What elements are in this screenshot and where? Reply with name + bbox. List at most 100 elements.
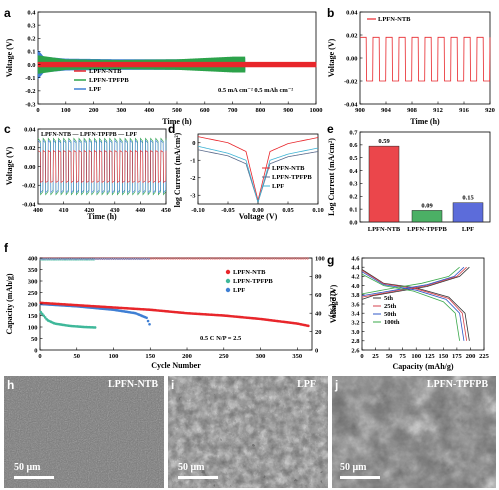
panel-f-ce-point (121, 257, 124, 261)
panel-d-legend-lpf: LPF (272, 183, 284, 190)
panel-f-marks (39, 257, 310, 329)
panel-f-xtick-label: 250 (219, 353, 229, 360)
panel-f-ce-point (52, 258, 56, 261)
panel-a-xtick-label: 400 (144, 107, 154, 114)
panel-f-right-ytick-label: 40 (315, 311, 322, 318)
panel-f-ce-point (90, 258, 93, 261)
panel-b-xtick-label: 912 (433, 107, 443, 114)
panel-b-marks (360, 36, 491, 82)
panel-f-ce-point (282, 257, 285, 260)
panel-f-capacity-point-LPFN-NTB (307, 324, 310, 328)
panel-a-xtick-label: 200 (89, 107, 99, 114)
panel-f-ce-point (48, 258, 51, 261)
panel-f-ce-point (255, 257, 258, 260)
panel-e-ytick-label: 0.0 (349, 219, 357, 226)
panel-g-xtick-label: 75 (399, 353, 406, 360)
panel-d-ytick-label: -1 (190, 158, 195, 165)
panel-g-legend-25th: 25th (384, 303, 397, 310)
panel-b-xtick-label: 908 (407, 107, 418, 114)
panel-f-ce-point (182, 257, 186, 260)
panel-f-ce-point (79, 258, 82, 261)
panel-f-ce-point (68, 257, 71, 261)
panel-c-xtick-label: 400 (33, 207, 43, 214)
panel-f-ce-point (284, 257, 287, 260)
panel-b-series-LPFN-NTB (360, 36, 491, 82)
panel-g-ticks: 0 25 50 75 100 125 150 175 200 225 2.6 2.8 3.0 3.2 3.4… (351, 255, 489, 360)
panel-f-ce-point (72, 257, 75, 261)
panel-c-ytick-label: 0.02 (24, 145, 35, 152)
panel-b-xlabel: Time (h) (410, 117, 440, 126)
panel-c-xtick-label: 440 (136, 207, 146, 214)
panel-f-ce-point (154, 257, 157, 260)
sem-j-label: LPFN-TPFPB (426, 379, 488, 390)
panel-a-xtick-label: 100 (61, 107, 71, 114)
panel-f-ce-point (257, 257, 261, 260)
panel-f-ce-point (224, 257, 228, 260)
panel-f-ce-point (61, 258, 64, 261)
panel-f-ce-point (171, 257, 175, 260)
panel-f-xtick-label: 300 (256, 353, 266, 360)
panel-f-ce-point (246, 257, 250, 260)
panel-g-ytick-label: 3.6 (351, 301, 360, 308)
sem-i-texture (168, 376, 328, 488)
panel-f-ce-point (202, 257, 206, 260)
panel-c-ticks: 400 410 420 430 440 450 -0.04 -0.02 0.00 0.02 0.04 (22, 126, 171, 214)
panel-f-ce-point (222, 257, 225, 260)
panel-f-ce-point (207, 257, 210, 260)
panel-c-ytick-label: 0.00 (24, 164, 35, 171)
panel-g-xtick-label: 150 (438, 353, 448, 360)
panel-e-ylabel: Log Current (mA/cm²) (327, 138, 336, 216)
sem-image-j: j LPFN-TPFPB 50 μm (332, 376, 496, 488)
panel-f-capacity-point-LPFN-TPFPB (39, 310, 43, 314)
panel-f-ytick-label: 0 (34, 347, 37, 354)
panel-f-ce-point (74, 258, 78, 261)
panel-c-xtick-label: 450 (161, 207, 171, 214)
panel-f-ticks: 0 50 100 150 200 250 300 3500501001502002503003… (28, 255, 325, 360)
panel-f-ce-point (178, 257, 181, 260)
panel-f-ce-point (88, 258, 91, 261)
panel-f-capacity-point-LPF (145, 316, 148, 320)
panel-f-ce-point (44, 257, 47, 261)
panel-g-xtick-label: 0 (360, 353, 363, 360)
panel-d-xtick-label: -0.10 (191, 207, 205, 214)
panel-f-ce-point (275, 257, 278, 260)
panel-g-ytick-label: 2.6 (351, 347, 360, 354)
panel-c-legend: LPFN-NTB — LPFN-TPFPB — LPF (41, 132, 137, 138)
panel-f-capacity-point-LPFN-TPFPB (43, 316, 47, 319)
panel-g-xtick-label: 25 (372, 353, 379, 360)
panel-f-xtick-label: 200 (182, 353, 192, 360)
sem-i-scale-text: 50 μm (178, 462, 205, 473)
panel-f-ce-point (213, 257, 217, 260)
panel-d-ytick-label: 0 (192, 140, 195, 147)
panel-f-legend-tpfpb: LPFN-TPFPB (233, 278, 273, 285)
sem-i-letter: i (171, 378, 175, 392)
panel-a-ytick-label: -0.2 (25, 88, 35, 95)
panel-g-discharge-50th (361, 271, 465, 341)
panel-f-ce-point (187, 257, 190, 260)
panel-f-ce-point (57, 257, 60, 261)
panel-f-ce-point (231, 257, 234, 260)
panel-b-xtick-label: 920 (485, 107, 495, 114)
panel-a-ytick-label: 0.3 (27, 22, 36, 29)
panel-e-bar-value-label: 0.09 (421, 202, 433, 209)
panel-f-ce-point (59, 258, 62, 261)
panel-f-ce-point (152, 257, 155, 260)
panel-f-ylabel2: CE (%) (328, 291, 337, 318)
panel-f-ce-point (63, 258, 67, 261)
panel-g-discharge-5th (361, 269, 470, 341)
panel-letter-e: e (327, 122, 334, 136)
panel-f-ce-point (200, 257, 203, 260)
panel-f-ytick-label: 350 (28, 267, 38, 274)
panel-f-ce-point (240, 257, 243, 260)
panel-g-ytick-label: 2.8 (351, 338, 360, 345)
panel-f-capacity-point-LPF (148, 322, 151, 326)
panel-a-legend-tpfpb: LPFN-TPFPB (89, 77, 129, 84)
panel-f-ce-point (180, 257, 183, 260)
panel-f-ytick-label: 100 (28, 324, 38, 331)
panel-f-ce-point (46, 257, 49, 261)
panel-f-ce-point (242, 257, 245, 260)
panel-f-legend-swatch-tpfpb (225, 278, 231, 284)
panel-f-ce-point (209, 257, 212, 260)
panel-f-capacity-point-LPFN-TPFPB (93, 326, 97, 329)
